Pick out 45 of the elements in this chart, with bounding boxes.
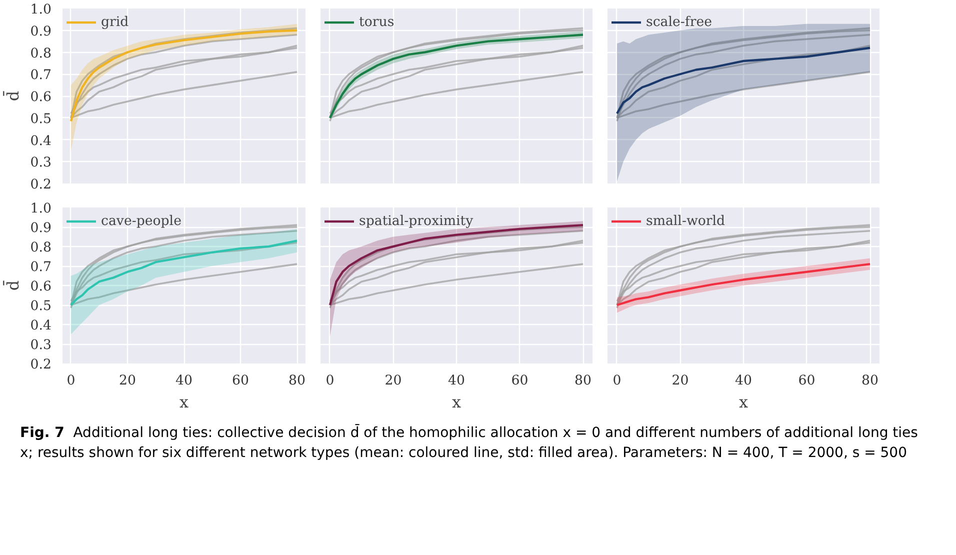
caption: Fig. 7 bbox=[20, 425, 64, 441]
x-tick-label: 40 bbox=[176, 374, 192, 388]
y-tick-label: 0.4 bbox=[30, 318, 52, 334]
x-tick-label: 60 bbox=[232, 374, 249, 388]
x-tick-label: 80 bbox=[574, 374, 592, 388]
y-tick-label: 0.5 bbox=[30, 299, 52, 314]
y-tick-label: 0.6 bbox=[30, 90, 52, 105]
y-axis-title: d̄ bbox=[2, 90, 22, 102]
x-tick-label: 20 bbox=[672, 374, 689, 388]
x-tick-label: 40 bbox=[735, 374, 752, 388]
y-tick-label: 0.6 bbox=[30, 280, 52, 294]
x-tick-label: 0 bbox=[612, 374, 622, 388]
y-tick-label: 0.3 bbox=[30, 156, 52, 171]
x-tick-label: 60 bbox=[798, 374, 816, 388]
x-tick-label: 80 bbox=[288, 374, 306, 388]
y-tick-label: 0.9 bbox=[30, 24, 52, 40]
y-tick-label: 0.8 bbox=[30, 240, 52, 256]
y-tick-label: 0.2 bbox=[30, 358, 52, 372]
x-tick-label: 60 bbox=[511, 374, 528, 388]
y-tick-label: 0.4 bbox=[30, 134, 52, 149]
x-axis-title: x bbox=[452, 392, 462, 412]
x-tick-label: 0 bbox=[326, 374, 334, 388]
legend-label: spatial-proximity bbox=[359, 214, 474, 228]
x-tick-label: 80 bbox=[862, 374, 878, 388]
y-tick-label: 0.8 bbox=[30, 46, 52, 62]
x-tick-label: 20 bbox=[384, 374, 402, 388]
y-tick-label: 0.2 bbox=[30, 178, 52, 192]
y-tick-label: 0.3 bbox=[30, 338, 52, 353]
x-axis-title: x bbox=[179, 392, 189, 412]
x-tick-label: 40 bbox=[448, 374, 465, 388]
legend-label: torus bbox=[359, 14, 394, 30]
y-tick-label: 0.5 bbox=[30, 112, 52, 127]
legend-label: scale-free bbox=[646, 14, 712, 30]
y-tick-label: 0.9 bbox=[30, 221, 52, 236]
y-tick-label: 0.7 bbox=[30, 68, 52, 84]
y-tick-label: 1.0 bbox=[30, 2, 52, 18]
y-tick-label: 1.0 bbox=[30, 202, 52, 216]
y-tick-label: 0.7 bbox=[30, 260, 52, 275]
x-tick-label: 0 bbox=[66, 374, 76, 388]
legend-label: grid bbox=[101, 14, 129, 30]
legend-label: small-world bbox=[646, 214, 726, 228]
y-axis-title: d̄ bbox=[2, 280, 22, 291]
legend-label: cave-people bbox=[101, 214, 182, 228]
x-axis-title: x bbox=[738, 392, 748, 412]
x-tick-label: 20 bbox=[119, 374, 136, 388]
